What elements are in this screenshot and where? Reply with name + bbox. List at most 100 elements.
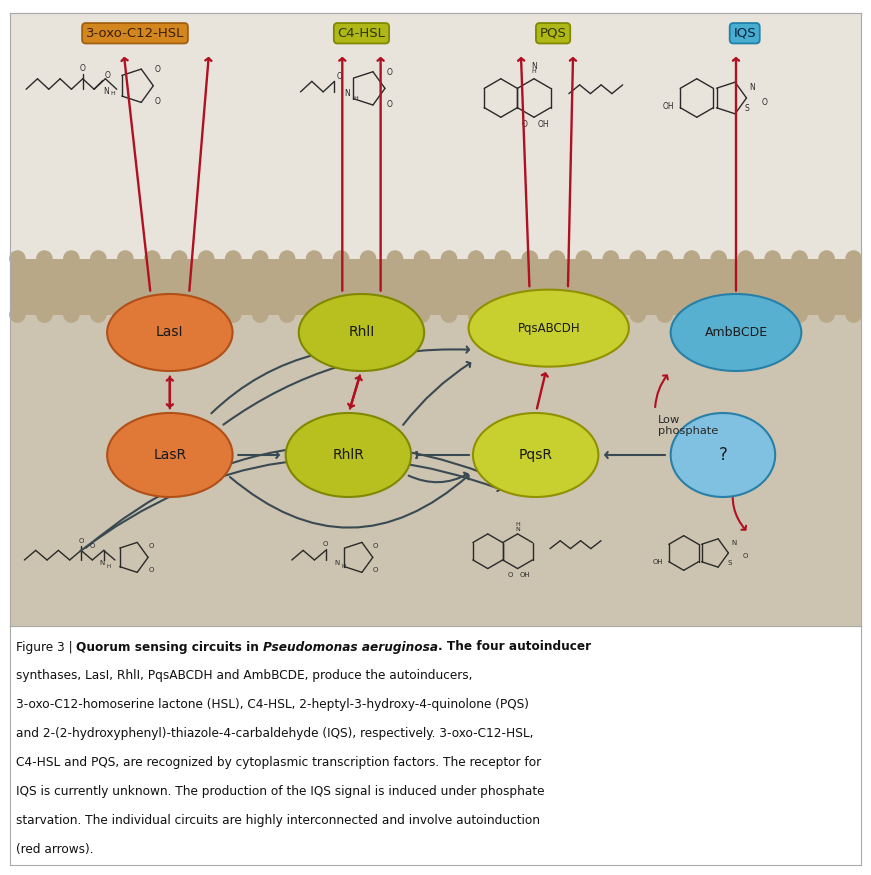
Circle shape [225,306,241,323]
FancyBboxPatch shape [10,13,861,626]
Ellipse shape [473,413,598,497]
Circle shape [495,306,511,323]
Circle shape [144,306,160,323]
Circle shape [792,306,808,323]
Circle shape [630,250,646,267]
Circle shape [117,306,133,323]
Text: Figure 3 |: Figure 3 | [16,640,76,654]
Circle shape [630,306,646,323]
Text: H: H [107,564,111,570]
Circle shape [387,306,403,323]
Circle shape [522,250,538,267]
Text: N: N [99,560,105,565]
Circle shape [845,306,861,323]
Ellipse shape [299,294,424,371]
Text: 3-oxo-C12-homoserine lactone (HSL), C4-HSL, 2-heptyl-3-hydroxy-4-quinolone (PQS): 3-oxo-C12-homoserine lactone (HSL), C4-H… [16,698,529,711]
Text: Low
phosphate: Low phosphate [658,415,718,437]
Text: OH: OH [520,571,530,578]
Ellipse shape [469,290,629,367]
Bar [10,259,861,314]
Circle shape [738,306,754,323]
Text: and 2-(2-hydroxyphenyl)-thiazole-4-carbaldehyde (IQS), respectively. 3-oxo-C12-H: and 2-(2-hydroxyphenyl)-thiazole-4-carba… [16,727,533,740]
Circle shape [144,250,160,267]
Text: . The four autoinducer: . The four autoinducer [438,640,591,654]
Text: O: O [80,64,85,73]
Ellipse shape [107,413,233,497]
Circle shape [576,306,592,323]
Circle shape [792,250,808,267]
Circle shape [549,250,565,267]
Text: PqsR: PqsR [518,448,553,462]
Circle shape [279,250,295,267]
Circle shape [360,250,376,267]
Text: H: H [531,69,537,74]
Text: AmbBCDE: AmbBCDE [705,326,767,339]
Circle shape [441,250,457,267]
Text: H: H [353,95,358,101]
Text: O: O [742,554,747,559]
Text: H: H [342,564,346,570]
Text: Pseudomonas aeruginosa: Pseudomonas aeruginosa [263,640,438,654]
Circle shape [279,306,295,323]
Circle shape [522,306,538,323]
Text: ?: ? [719,446,727,464]
Circle shape [252,250,268,267]
Text: O: O [373,568,378,573]
Circle shape [171,250,187,267]
Text: N: N [345,89,350,98]
Text: RhlI: RhlI [348,326,375,340]
Circle shape [603,306,619,323]
Circle shape [333,250,349,267]
Text: O: O [155,97,160,106]
Text: 3-oxo-C12-HSL: 3-oxo-C12-HSL [86,27,184,39]
Circle shape [576,250,592,267]
Circle shape [711,250,727,267]
Circle shape [360,306,376,323]
Text: S: S [745,104,750,113]
Text: O: O [105,71,110,80]
Circle shape [63,306,79,323]
Text: O: O [323,542,328,547]
Circle shape [90,306,106,323]
Circle shape [845,250,861,267]
Circle shape [117,250,133,267]
Text: Quorum sensing circuits in: Quorum sensing circuits in [76,640,263,654]
Text: LasR: LasR [153,448,186,462]
Circle shape [36,306,52,323]
Text: C4-HSL: C4-HSL [338,27,385,39]
Text: C4-HSL and PQS, are recognized by cytoplasmic transcription factors. The recepto: C4-HSL and PQS, are recognized by cytopl… [16,756,541,769]
Ellipse shape [671,294,801,371]
Text: O: O [373,543,378,549]
Circle shape [657,250,673,267]
Text: (red arrows).: (red arrows). [16,843,93,856]
Circle shape [819,306,835,323]
Circle shape [684,250,700,267]
Circle shape [198,250,214,267]
Circle shape [225,250,241,267]
Circle shape [9,306,26,323]
Text: OH: OH [652,559,663,564]
Circle shape [603,250,619,267]
Text: H
N: H N [516,522,520,532]
Text: O: O [387,68,392,77]
Circle shape [765,306,781,323]
Text: starvation. The individual circuits are highly interconnected and involve autoin: starvation. The individual circuits are … [16,814,540,827]
Text: O: O [149,568,154,573]
Circle shape [441,306,457,323]
Text: O: O [90,543,95,549]
Circle shape [90,250,106,267]
Circle shape [495,250,511,267]
Text: IQS: IQS [733,27,756,39]
Text: O: O [762,98,767,107]
Ellipse shape [107,294,233,371]
Circle shape [657,306,673,323]
Ellipse shape [671,413,775,497]
Circle shape [819,250,835,267]
Text: N: N [732,541,737,546]
Text: synthases, LasI, RhlI, PqsABCDH and AmbBCDE, produce the autoinducers,: synthases, LasI, RhlI, PqsABCDH and AmbB… [16,669,472,682]
Text: O: O [337,72,342,80]
Text: N: N [531,62,537,71]
Text: OH: OH [663,102,675,111]
Text: OH: OH [537,120,550,129]
Circle shape [198,306,214,323]
